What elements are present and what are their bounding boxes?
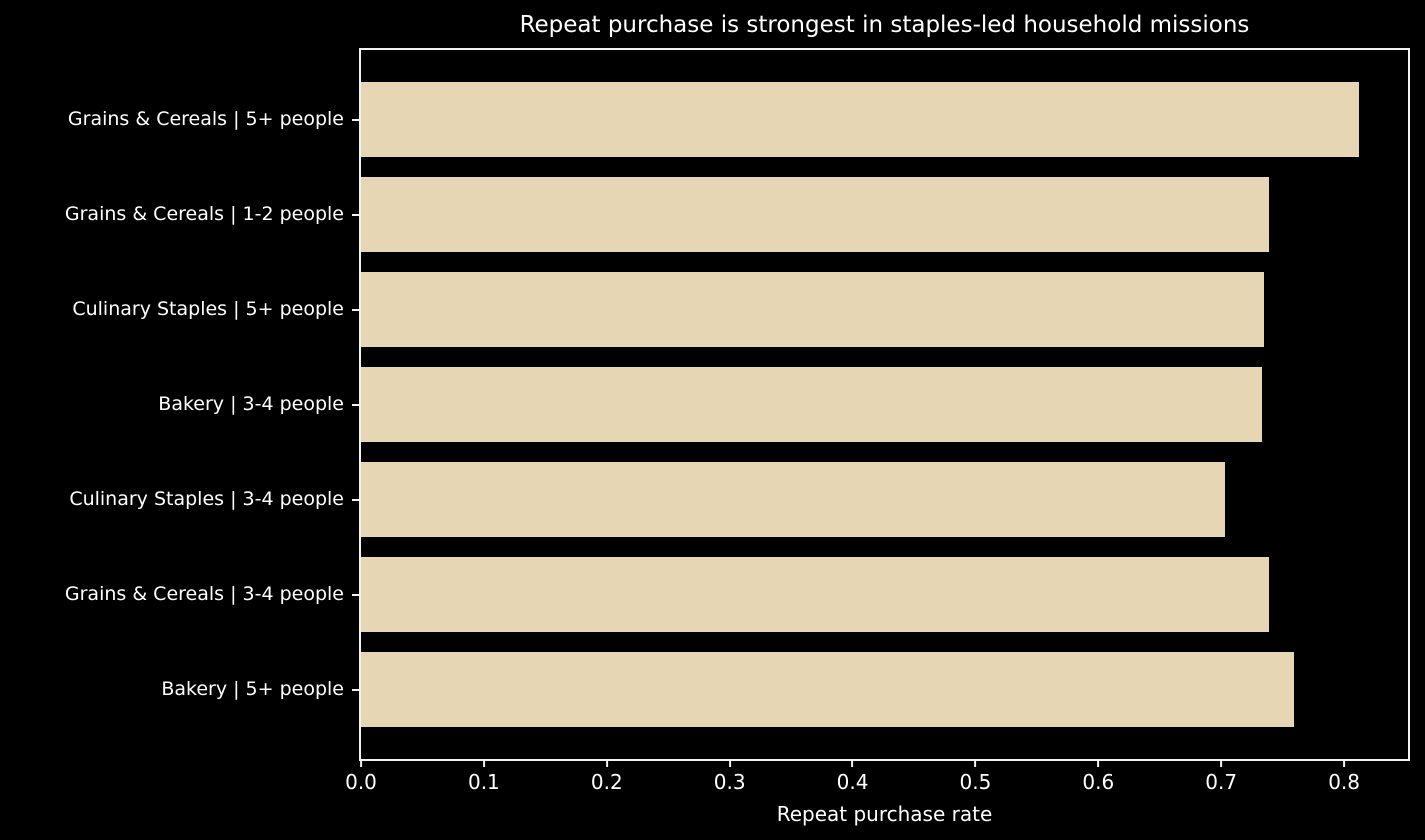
x-tick: 0.1 <box>468 759 500 792</box>
x-tick-mark <box>1097 759 1100 767</box>
x-tick-label: 0.7 <box>1205 770 1238 794</box>
y-tick-mark <box>352 688 361 691</box>
x-tick-mark <box>1220 759 1223 767</box>
y-category-label: Culinary Staples | 5+ people <box>72 298 344 320</box>
bar-row: Grains & Cereals | 5+ people <box>68 72 1408 167</box>
x-tick-label: 0.3 <box>713 770 746 794</box>
x-tick: 0.4 <box>836 759 869 794</box>
y-category-label: Grains & Cereals | 1-2 people <box>64 203 344 225</box>
x-tick: 0.6 <box>1082 759 1114 792</box>
x-tick-mark <box>360 759 362 767</box>
x-tick: 0.2 <box>591 759 623 792</box>
y-category-label: Bakery | 5+ people <box>161 678 344 700</box>
bar-row: Culinary Staples | 5+ people <box>72 262 1408 357</box>
bar-row: Grains & Cereals | 1-2 people <box>65 167 1408 262</box>
bar-row: Bakery | 5+ people <box>161 642 1408 737</box>
bar <box>361 652 1294 727</box>
x-tick-mark <box>1343 759 1346 767</box>
x-tick: 0.3 <box>714 759 746 792</box>
x-tick: 0.0 <box>345 759 377 792</box>
bar <box>361 367 1262 442</box>
x-tick-label: 0.1 <box>467 770 500 794</box>
x-tick-label: 0.0 <box>345 770 377 794</box>
y-category-label: Culinary Staples | 3-4 people <box>69 488 344 510</box>
x-tick-mark <box>605 759 608 767</box>
bar-row: Grains & Cereals | 3-4 people <box>65 547 1408 642</box>
x-tick-label: 0.5 <box>959 770 992 794</box>
x-tick: 0.7 <box>1205 759 1237 792</box>
bar <box>361 462 1225 537</box>
y-tick-mark <box>352 498 361 501</box>
x-tick-label: 0.6 <box>1082 770 1115 794</box>
bar-row: Culinary Staples | 3-4 people <box>69 452 1408 547</box>
x-tick-mark <box>728 759 731 767</box>
y-tick-mark <box>352 213 361 216</box>
y-category-label: Grains & Cereals | 5+ people <box>67 108 344 130</box>
x-tick-label: 0.4 <box>836 770 869 794</box>
y-category-label: Bakery | 3-4 people <box>158 393 344 415</box>
bar <box>361 177 1270 252</box>
x-tick-mark <box>974 759 977 767</box>
chart-title: Repeat purchase is strongest in staples-… <box>519 12 1250 38</box>
plot-area: Grains & Cereals | 5+ people Grains & Cer… <box>65 48 1410 792</box>
x-tick-mark <box>482 759 485 767</box>
x-tick: 0.5 <box>959 759 992 794</box>
bar <box>361 272 1265 347</box>
x-tick-label: 0.8 <box>1328 770 1360 794</box>
y-tick-mark <box>352 593 361 596</box>
bars-container: Grains & Cereals | 5+ people Grains & Cer… <box>65 50 1408 759</box>
x-tick-mark <box>851 759 854 767</box>
x-tick-label: 0.2 <box>590 770 623 794</box>
x-axis-label: Repeat purchase rate <box>776 802 993 826</box>
y-tick-mark <box>352 403 361 406</box>
y-category-label: Grains & Cereals | 3-4 people <box>64 583 344 605</box>
bar <box>361 557 1270 632</box>
y-tick-mark <box>352 308 361 311</box>
bar <box>361 82 1359 157</box>
x-tick: 0.8 <box>1328 759 1360 792</box>
bar-row: Bakery | 3-4 people <box>158 357 1408 452</box>
y-tick-mark <box>352 118 361 121</box>
